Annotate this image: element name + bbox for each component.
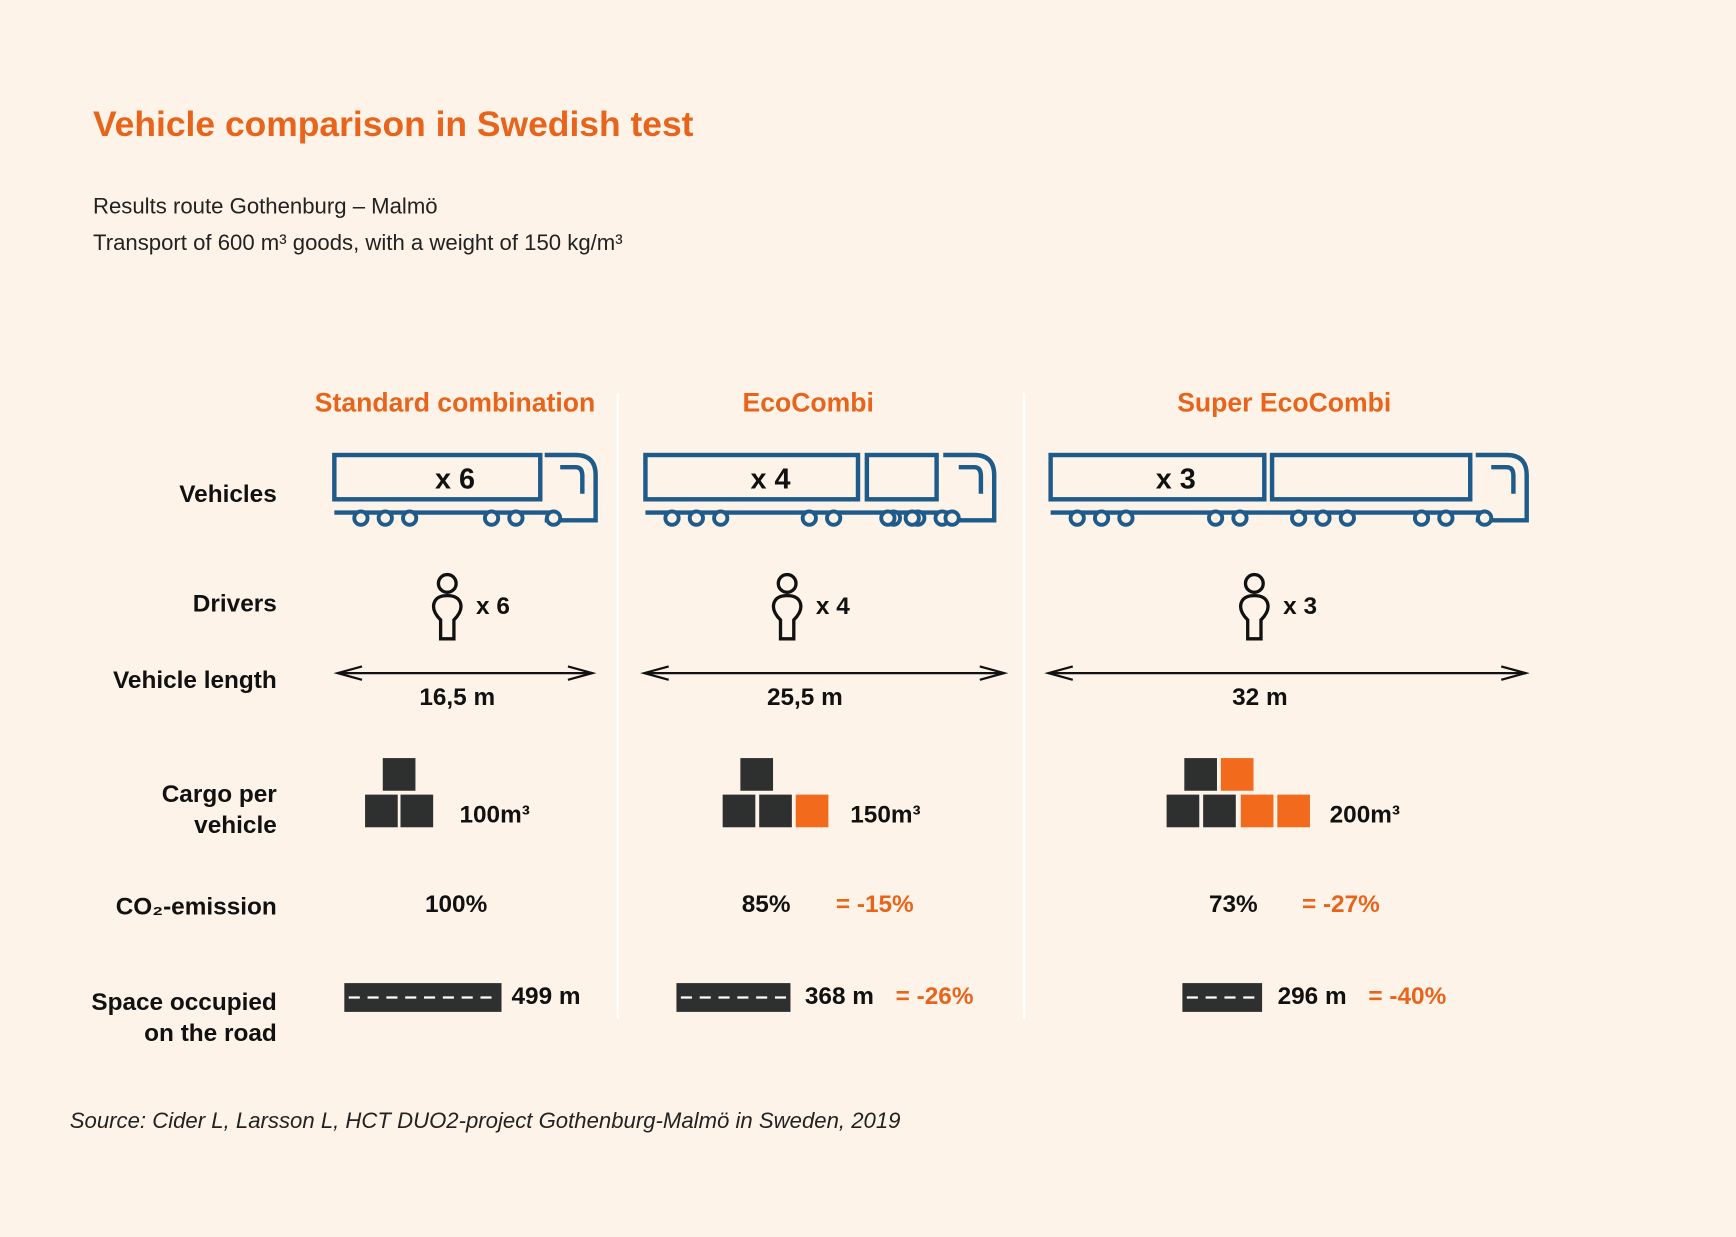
driver-count: x 3 xyxy=(1283,592,1317,620)
co2-value: 73% xyxy=(1208,889,1258,918)
wheel xyxy=(482,509,501,527)
cab xyxy=(943,452,997,523)
driver-count: x 4 xyxy=(815,592,850,620)
row-label: Vehicles xyxy=(179,479,277,508)
row-label: Cargo per vehicle xyxy=(161,779,277,839)
wheel xyxy=(352,509,370,527)
cargo-box xyxy=(738,756,775,793)
trailer xyxy=(643,452,861,502)
trailer xyxy=(1048,452,1267,502)
trailer xyxy=(1269,452,1473,502)
vehicle-length: 25,5 m xyxy=(766,682,843,711)
space-change: = -26% xyxy=(895,981,974,1010)
column-header: Super EcoCombi xyxy=(1177,388,1392,419)
cargo-volume: 200m³ xyxy=(1329,800,1401,828)
wheel xyxy=(507,509,525,527)
cargo-box xyxy=(363,792,400,829)
wheel xyxy=(1290,509,1308,527)
cargo-box xyxy=(1164,792,1201,829)
wheel xyxy=(1068,509,1086,527)
trailer xyxy=(332,452,543,502)
cargo-box xyxy=(1275,792,1312,829)
title: Vehicle comparison in Swedish test xyxy=(92,103,694,144)
driver-head xyxy=(436,572,458,594)
wheel xyxy=(712,509,730,527)
road xyxy=(676,983,791,1012)
cargo-box xyxy=(757,792,794,829)
cab-window xyxy=(560,464,585,494)
wheel xyxy=(825,509,843,527)
wheel xyxy=(376,509,394,527)
wheel xyxy=(1117,509,1135,527)
column-header: EcoCombi xyxy=(742,388,874,419)
vehicle-length: 32 m xyxy=(1232,682,1288,711)
arrow-head xyxy=(333,665,597,681)
cargo-box xyxy=(1239,792,1276,829)
row-label: Vehicle length xyxy=(112,665,277,694)
driver-body xyxy=(771,593,803,641)
cargo-box xyxy=(720,792,757,829)
wheel xyxy=(687,509,705,527)
road-space: 296 m xyxy=(1277,981,1347,1010)
arrow-head xyxy=(640,665,1009,681)
row-label: Drivers xyxy=(192,589,277,617)
cab xyxy=(1475,452,1529,523)
cab-window xyxy=(1491,464,1516,494)
wheel xyxy=(1412,509,1431,527)
vehicle-count: x 3 xyxy=(1155,462,1196,496)
driver-body xyxy=(1238,593,1270,641)
subtitle: Transport of 600 m³ goods, with a weight… xyxy=(92,231,623,256)
wheel xyxy=(544,509,563,527)
space-change: = -40% xyxy=(1368,981,1447,1010)
column-header: Standard combination xyxy=(314,388,596,419)
road-space: 499 m xyxy=(511,981,581,1010)
cargo-volume: 100m³ xyxy=(459,800,530,828)
road-space: 368 m xyxy=(804,981,874,1010)
cargo-box xyxy=(1182,756,1219,793)
wheel xyxy=(1476,509,1494,527)
driver-head xyxy=(1243,572,1265,594)
wheel xyxy=(903,509,921,527)
vehicle-count: x 6 xyxy=(435,462,476,496)
co2-change: = -15% xyxy=(835,889,914,918)
wheel xyxy=(943,509,961,527)
trailer xyxy=(864,452,939,502)
vehicle-length: 16,5 m xyxy=(419,682,496,711)
arrow-head xyxy=(1044,665,1530,681)
cargo-box xyxy=(398,792,435,829)
wheel xyxy=(1092,509,1111,527)
cargo-box xyxy=(381,756,418,793)
cargo-box xyxy=(1201,792,1238,829)
row-label: CO₂-emission xyxy=(115,892,277,921)
wheel xyxy=(1338,509,1356,527)
wheel xyxy=(800,509,818,527)
wheel xyxy=(1437,509,1455,527)
vehicle-count: x 4 xyxy=(750,462,791,496)
co2-change: = -27% xyxy=(1301,889,1380,918)
source: Source: Cider L, Larsson L, HCT DUO2-pro… xyxy=(69,1109,901,1134)
cab-window xyxy=(958,464,984,494)
subtitle: Results route Gothenburg – Malmö xyxy=(92,194,438,220)
wheel xyxy=(1231,509,1249,527)
driver-head xyxy=(776,572,798,594)
cab xyxy=(544,452,598,523)
cargo-box xyxy=(1219,756,1256,793)
driver-count: x 6 xyxy=(476,592,510,620)
wheel xyxy=(663,509,681,527)
co2-value: 85% xyxy=(741,889,791,918)
driver-body xyxy=(431,593,463,641)
wheel xyxy=(879,509,897,527)
wheel xyxy=(401,509,419,527)
wheel xyxy=(1314,509,1332,527)
co2-value: 100% xyxy=(424,889,488,918)
wheel xyxy=(1207,509,1225,527)
cargo-volume: 150m³ xyxy=(850,800,921,828)
row-label: Space occupied on the road xyxy=(91,988,277,1047)
cargo-box xyxy=(794,792,831,829)
